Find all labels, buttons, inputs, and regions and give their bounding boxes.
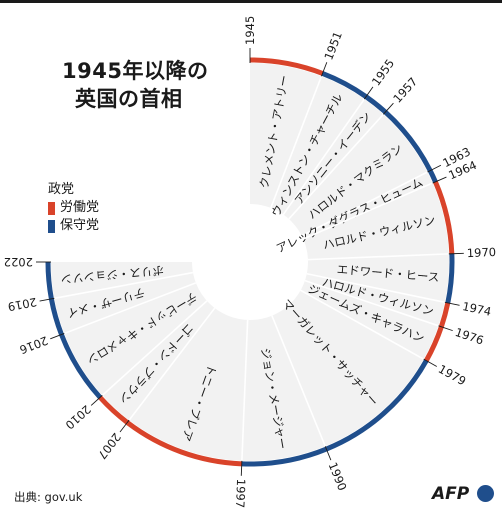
year-tick xyxy=(383,102,394,115)
term-divider xyxy=(300,289,425,360)
year-label: 1951 xyxy=(321,30,345,62)
year-tick xyxy=(432,176,447,184)
legend-label-conservative: 保守党 xyxy=(60,218,100,233)
term-divider xyxy=(301,171,428,237)
conservative-swatch xyxy=(48,219,55,233)
term-divider xyxy=(128,307,216,421)
term-divider xyxy=(271,315,326,447)
year-label: 1979 xyxy=(436,362,468,389)
afp-logo: AFP xyxy=(432,484,470,504)
year-label: 2007 xyxy=(95,430,124,462)
legend-label-labour: 労働党 xyxy=(60,200,100,215)
term-arc-labour xyxy=(433,180,455,254)
term-arc-conservative xyxy=(383,110,433,172)
year-label: 2010 xyxy=(63,402,94,432)
year-label: 1976 xyxy=(453,325,485,348)
term-arc-conservative xyxy=(321,71,368,99)
year-label: 1970 xyxy=(467,245,497,260)
year-tick xyxy=(321,62,328,77)
year-tick xyxy=(119,419,130,433)
chart-title-line2: 英国の首相 xyxy=(75,87,183,111)
labour-swatch xyxy=(48,201,55,215)
term-divider xyxy=(307,253,449,261)
year-label: 2022 xyxy=(4,255,33,269)
year-label: 1945 xyxy=(243,16,257,45)
term-arc-conservative xyxy=(45,261,54,300)
legend-item-conservative: 保守党 xyxy=(48,217,99,235)
term-divider xyxy=(302,182,433,240)
source-note: 出典: gov.uk xyxy=(14,490,83,504)
term-divider xyxy=(101,300,208,396)
top-rule xyxy=(0,0,502,3)
term-arc-conservative xyxy=(59,333,102,400)
year-tick xyxy=(90,395,103,406)
year-tick xyxy=(438,325,453,332)
chart-title-line1: 1945年以降の xyxy=(62,59,209,83)
year-tick xyxy=(427,164,442,173)
year-label: 1990 xyxy=(326,460,350,492)
year-tick xyxy=(50,333,65,340)
term-arc-conservative xyxy=(445,253,455,304)
year-label: 1997 xyxy=(233,479,248,509)
year-tick xyxy=(444,301,460,306)
term-arc-labour xyxy=(125,420,242,467)
term-arc-conservative xyxy=(241,446,328,467)
legend-item-labour: 労働党 xyxy=(48,199,99,217)
term-divider xyxy=(304,279,439,327)
legend-title: 政党 xyxy=(48,182,75,197)
term-divider xyxy=(282,98,365,215)
year-tick xyxy=(39,297,55,302)
year-label: 2016 xyxy=(18,333,50,357)
year-label: 2019 xyxy=(7,295,38,314)
term-divider xyxy=(63,282,197,335)
term-divider xyxy=(288,113,384,220)
term-divider xyxy=(270,75,323,209)
term-divider xyxy=(54,271,194,300)
afp-logo-dot xyxy=(477,485,494,502)
term-divider xyxy=(241,319,249,461)
legend: 政党 労働党 保守党 xyxy=(48,181,99,235)
year-tick xyxy=(423,358,437,367)
year-tick xyxy=(363,86,374,100)
year-tick xyxy=(448,252,464,255)
year-tick xyxy=(240,460,243,476)
year-label: 1974 xyxy=(461,299,493,319)
term-arc-conservative xyxy=(325,359,429,452)
year-label: 1955 xyxy=(369,56,397,88)
term-arc-labour xyxy=(249,57,324,76)
term-divider xyxy=(306,272,446,304)
year-tick xyxy=(324,446,332,461)
timeline-background xyxy=(51,63,449,461)
year-label: 1957 xyxy=(390,75,420,106)
